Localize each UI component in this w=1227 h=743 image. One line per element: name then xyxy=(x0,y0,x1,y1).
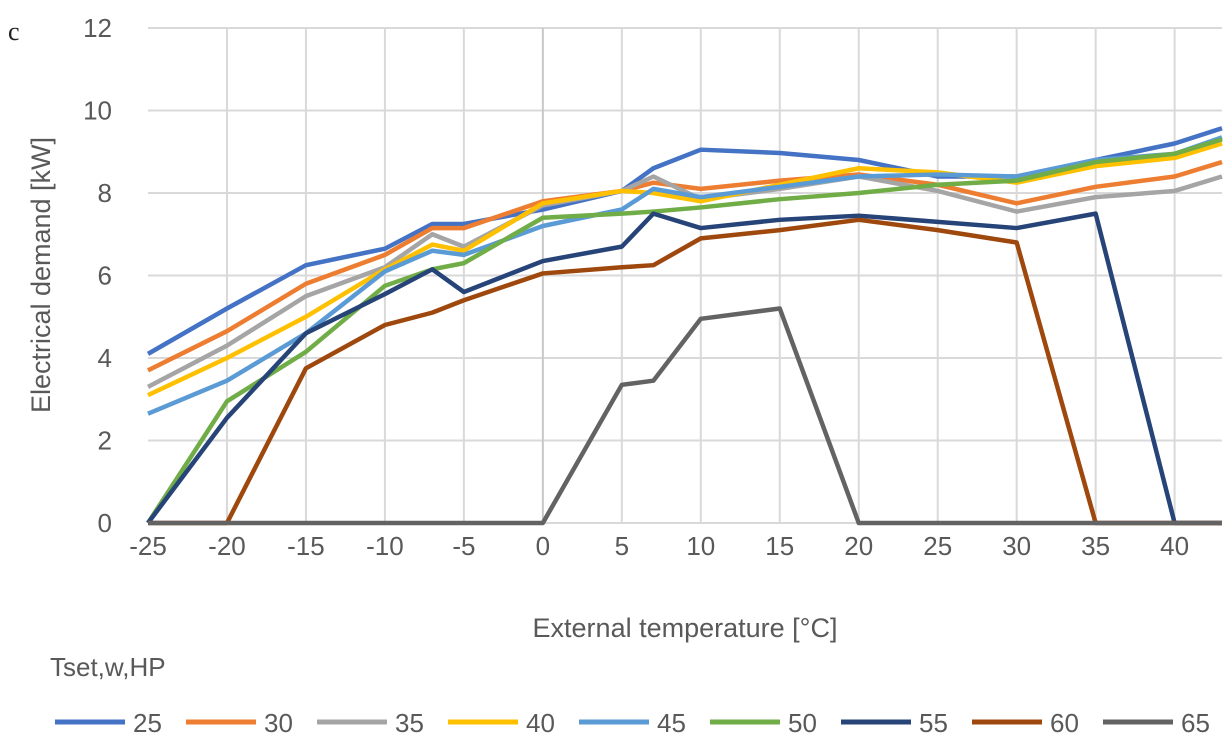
legend-label: 60 xyxy=(1050,708,1079,738)
series-line-35 xyxy=(146,174,1223,389)
series-line-55 xyxy=(146,211,1222,526)
series-line-30 xyxy=(146,159,1223,373)
y-tick-label: 4 xyxy=(98,343,112,373)
legend-label: 50 xyxy=(788,708,817,738)
x-tick-label: 30 xyxy=(1002,531,1031,561)
x-tick-label: 40 xyxy=(1160,531,1189,561)
legend-label: 65 xyxy=(1181,708,1210,738)
legend-label: 30 xyxy=(264,708,293,738)
x-tick-labels: -25 -20 -15 -10 -5 0 5 10 15 20 25 30 35 40 xyxy=(129,531,1189,561)
x-tick-label: 25 xyxy=(923,531,952,561)
x-tick-label: 15 xyxy=(765,531,794,561)
x-axis-label: External temperature [°C] xyxy=(533,613,838,643)
series-line-25 xyxy=(146,126,1223,356)
series-lines xyxy=(146,126,1223,526)
series-line-45 xyxy=(147,135,1223,416)
grid xyxy=(148,27,1222,524)
legend-label: 35 xyxy=(395,708,424,738)
x-tick-label: 20 xyxy=(844,531,873,561)
y-tick-label: 2 xyxy=(98,426,112,456)
panel-label: c xyxy=(8,17,20,46)
y-tick-label: 10 xyxy=(83,96,112,126)
y-tick-labels: 0 2 4 6 8 10 12 xyxy=(83,13,112,538)
legend-title: Tset,w,HP xyxy=(50,652,166,682)
x-tick-label: 35 xyxy=(1081,531,1110,561)
x-tick-label: 0 xyxy=(536,531,550,561)
legend: 25 30 35 40 45 50 55 60 65 xyxy=(55,708,1210,738)
x-tick-label: 10 xyxy=(686,531,715,561)
x-tick-label: 5 xyxy=(615,531,629,561)
y-tick-label: 12 xyxy=(83,13,112,43)
legend-label: 55 xyxy=(919,708,948,738)
y-tick-label: 8 xyxy=(98,178,112,208)
x-tick-label: -10 xyxy=(366,531,404,561)
legend-label: 45 xyxy=(657,708,686,738)
legend-label: 40 xyxy=(526,708,555,738)
x-tick-label: -5 xyxy=(452,531,475,561)
y-tick-label: 0 xyxy=(98,508,112,538)
x-tick-label: -15 xyxy=(287,531,325,561)
legend-label: 25 xyxy=(133,708,162,738)
x-tick-label: -25 xyxy=(129,531,167,561)
series-line-65 xyxy=(148,306,1222,526)
series-line-40 xyxy=(147,141,1223,398)
y-tick-label: 6 xyxy=(98,261,112,291)
y-axis-label: Electrical demand [kW] xyxy=(26,137,56,413)
series-line-60 xyxy=(148,217,1222,526)
x-tick-label: -20 xyxy=(208,531,246,561)
